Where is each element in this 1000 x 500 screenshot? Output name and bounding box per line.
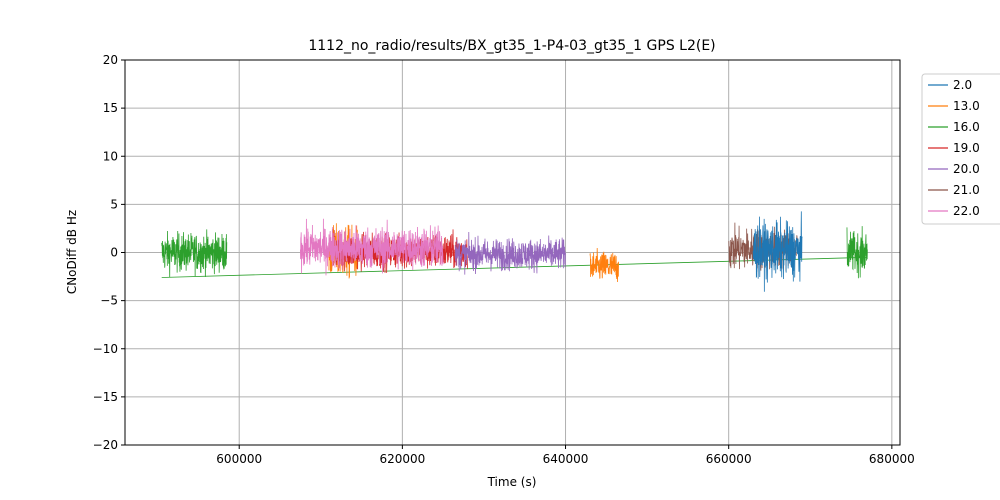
y-axis-label: CNoDiff dB Hz [65,210,79,294]
legend-item: 13.0 [928,99,980,113]
series-16.0-segment-1 [846,226,868,279]
legend-label: 2.0 [953,78,972,92]
y-tick-label: −20 [93,438,118,452]
x-tick-label: 640000 [543,452,589,466]
chart-title: 1112_no_radio/results/BX_gt35_1-P4-03_gt… [308,38,715,54]
series-13.0-segment-1 [589,247,619,283]
series-16.0-segment-0 [161,229,228,278]
series-22.0-segment-0 [299,218,444,276]
legend-label: 20.0 [953,162,980,176]
y-tick-label: 0 [110,246,118,260]
x-tick-label: 660000 [706,452,752,466]
legend-label: 19.0 [953,141,980,155]
y-tick-label: −5 [100,294,118,308]
legend-item: 16.0 [928,120,980,134]
x-tick-label: 620000 [379,452,425,466]
x-tick-label: 600000 [216,452,262,466]
legend-box [921,73,1000,225]
legend-item: 22.0 [928,204,980,218]
x-axis: 600000 620000 640000 660000 680000 [216,445,915,466]
legend-item: 19.0 [928,141,980,155]
legend-label: 21.0 [953,183,980,197]
y-tick-label: 5 [110,197,118,211]
legend: 2.0 13.0 16.0 19.0 20.0 21.0 22.0 [921,73,1000,225]
y-tick-label: −10 [93,342,118,356]
legend-label: 22.0 [953,204,980,218]
series-20.0-segment-0 [454,231,566,275]
legend-item: 2.0 [928,78,972,92]
legend-label: 13.0 [953,99,980,113]
y-tick-label: −15 [93,390,118,404]
legend-item: 20.0 [928,162,980,176]
legend-item: 21.0 [928,183,980,197]
plot-area [161,211,868,292]
series-16.0-trend [161,256,868,278]
series-2.0-segment-0 [752,211,803,292]
y-tick-label: 20 [103,53,118,67]
x-axis-label: Time (s) [487,475,537,489]
y-tick-label: 15 [103,101,118,115]
x-tick-label: 680000 [869,452,915,466]
y-tick-label: 10 [103,149,118,163]
legend-label: 16.0 [953,120,980,134]
y-axis: −20 −15 −10 −5 0 5 10 15 20 [93,53,125,452]
